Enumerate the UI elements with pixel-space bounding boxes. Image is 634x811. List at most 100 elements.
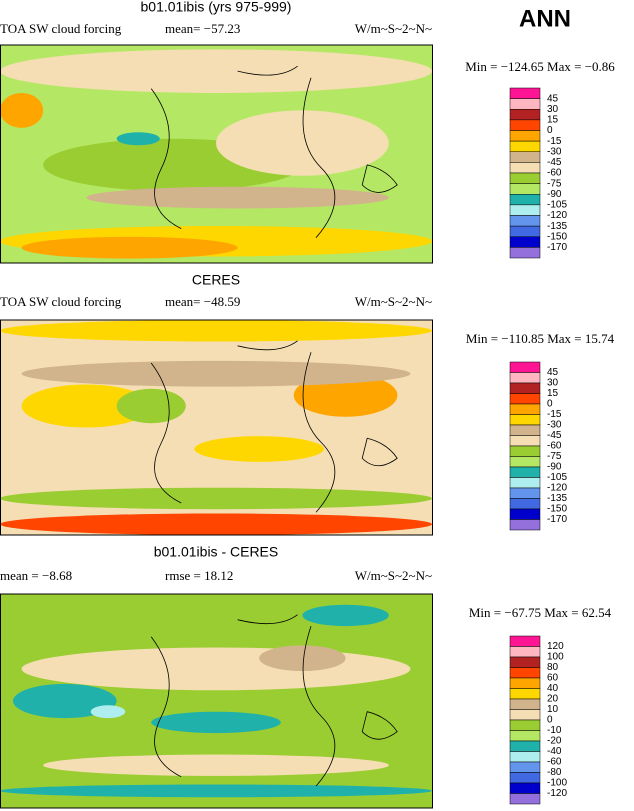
colorbar-cell <box>509 87 541 99</box>
colorbar-cell <box>509 424 541 436</box>
colorbar-label: -90 <box>547 462 562 473</box>
colorbar-label: -150 <box>547 231 567 242</box>
colorbar-cell <box>509 151 541 163</box>
colorbar-label: -105 <box>547 200 567 211</box>
map-region <box>0 92 44 128</box>
units-label: W/m~S~2~N~ <box>355 21 432 36</box>
colorbar-cell <box>509 508 541 520</box>
map-region <box>0 487 432 510</box>
colorbar-label: -75 <box>547 178 562 189</box>
colorbar-label: -45 <box>547 157 562 168</box>
colorbar-cell <box>509 646 541 658</box>
left-label: mean = −8.68 <box>0 568 72 583</box>
colorbar-label: -60 <box>547 441 562 452</box>
map-region <box>116 132 160 146</box>
map-region <box>194 436 324 462</box>
mid-label: mean= −48.59 <box>165 294 240 309</box>
map-region <box>21 236 238 259</box>
colorbar-label: -75 <box>547 451 562 462</box>
colorbar-label: -135 <box>547 493 567 504</box>
colorbar-cell <box>509 372 541 384</box>
colorbar-cell <box>509 393 541 405</box>
map-region <box>0 320 432 342</box>
colorbar-cell <box>509 635 541 647</box>
map-region <box>90 705 126 719</box>
colorbar-label: -30 <box>547 146 562 157</box>
colorbar-label: 0 <box>547 125 553 136</box>
colorbar-cell <box>509 445 541 457</box>
colorbar-cell <box>509 194 541 206</box>
colorbar-cell <box>509 656 541 668</box>
colorbar-cell <box>509 382 541 394</box>
colorbar-label: -100 <box>547 778 567 789</box>
colorbar-label: -60 <box>547 757 562 768</box>
min-max-label: Min = −67.75 Max = 62.54 <box>469 605 612 620</box>
colorbar-cell <box>509 162 541 174</box>
map-region <box>21 647 411 691</box>
colorbar-cell <box>509 456 541 468</box>
season-label: ANN <box>519 5 571 32</box>
colorbar-cell <box>509 466 541 478</box>
colorbar-label: 15 <box>547 388 559 399</box>
colorbar-cell <box>509 688 541 700</box>
colorbar-cell <box>509 183 541 195</box>
colorbar-label: -15 <box>547 136 562 147</box>
colorbar-cell <box>509 109 541 121</box>
colorbar-cell <box>509 487 541 499</box>
colorbar-label: -120 <box>547 788 567 799</box>
map-region <box>21 360 411 387</box>
colorbar-cell <box>509 140 541 152</box>
left-label: TOA SW cloud forcing <box>0 21 122 36</box>
map-region <box>43 754 389 776</box>
colorbar-cell <box>509 772 541 784</box>
colorbar-label: -60 <box>547 168 562 179</box>
colorbar-label: -120 <box>547 210 567 221</box>
panel-title: CERES <box>192 272 240 288</box>
map-region <box>259 645 346 672</box>
colorbar-cell <box>509 204 541 216</box>
colorbar-cell <box>509 119 541 131</box>
colorbar-label: -135 <box>547 221 567 232</box>
colorbar-label: 45 <box>547 93 559 104</box>
colorbar-label: 30 <box>547 104 559 115</box>
colorbar-cell <box>509 225 541 237</box>
colorbar-label: -30 <box>547 420 562 431</box>
colorbar-label: 0 <box>547 399 553 410</box>
colorbar-label: -90 <box>547 189 562 200</box>
coastline <box>150 614 398 787</box>
colorbar-cell <box>509 98 541 110</box>
colorbar-label: 80 <box>547 662 559 673</box>
colorbar-cell <box>509 782 541 794</box>
colorbar-label: 100 <box>547 652 564 663</box>
colorbar-cell <box>509 751 541 763</box>
colorbar-cell <box>509 361 541 373</box>
colorbar-cell <box>509 761 541 773</box>
panel-title: b01.01ibis (yrs 975-999) <box>141 0 292 15</box>
min-max-label: Min = −110.85 Max = 15.74 <box>466 331 615 346</box>
left-label: TOA SW cloud forcing <box>0 294 122 309</box>
colorbar-label: 60 <box>547 673 559 684</box>
colorbar-label: -120 <box>547 483 567 494</box>
map-region <box>0 49 432 93</box>
colorbar-cell <box>509 403 541 415</box>
colorbar-label: 0 <box>547 715 553 726</box>
units-label: W/m~S~2~N~ <box>355 294 432 309</box>
colorbar-cell <box>509 709 541 721</box>
colorbar-label: 40 <box>547 683 559 694</box>
coastline <box>150 65 398 238</box>
map-frame <box>0 593 433 809</box>
colorbar-label: -170 <box>547 242 567 253</box>
mid-label: mean= −57.23 <box>165 21 240 36</box>
colorbar-label: -40 <box>547 746 562 757</box>
colorbar-cell <box>509 236 541 248</box>
map-region <box>116 388 186 424</box>
units-label: W/m~S~2~N~ <box>355 568 432 583</box>
map-frame <box>0 319 433 536</box>
colorbar-cell <box>509 498 541 510</box>
colorbar-label: 120 <box>547 641 564 652</box>
colorbar-label: -15 <box>547 409 562 420</box>
map-region <box>151 711 281 734</box>
colorbar-label: 15 <box>547 115 559 126</box>
map-region <box>302 604 389 627</box>
